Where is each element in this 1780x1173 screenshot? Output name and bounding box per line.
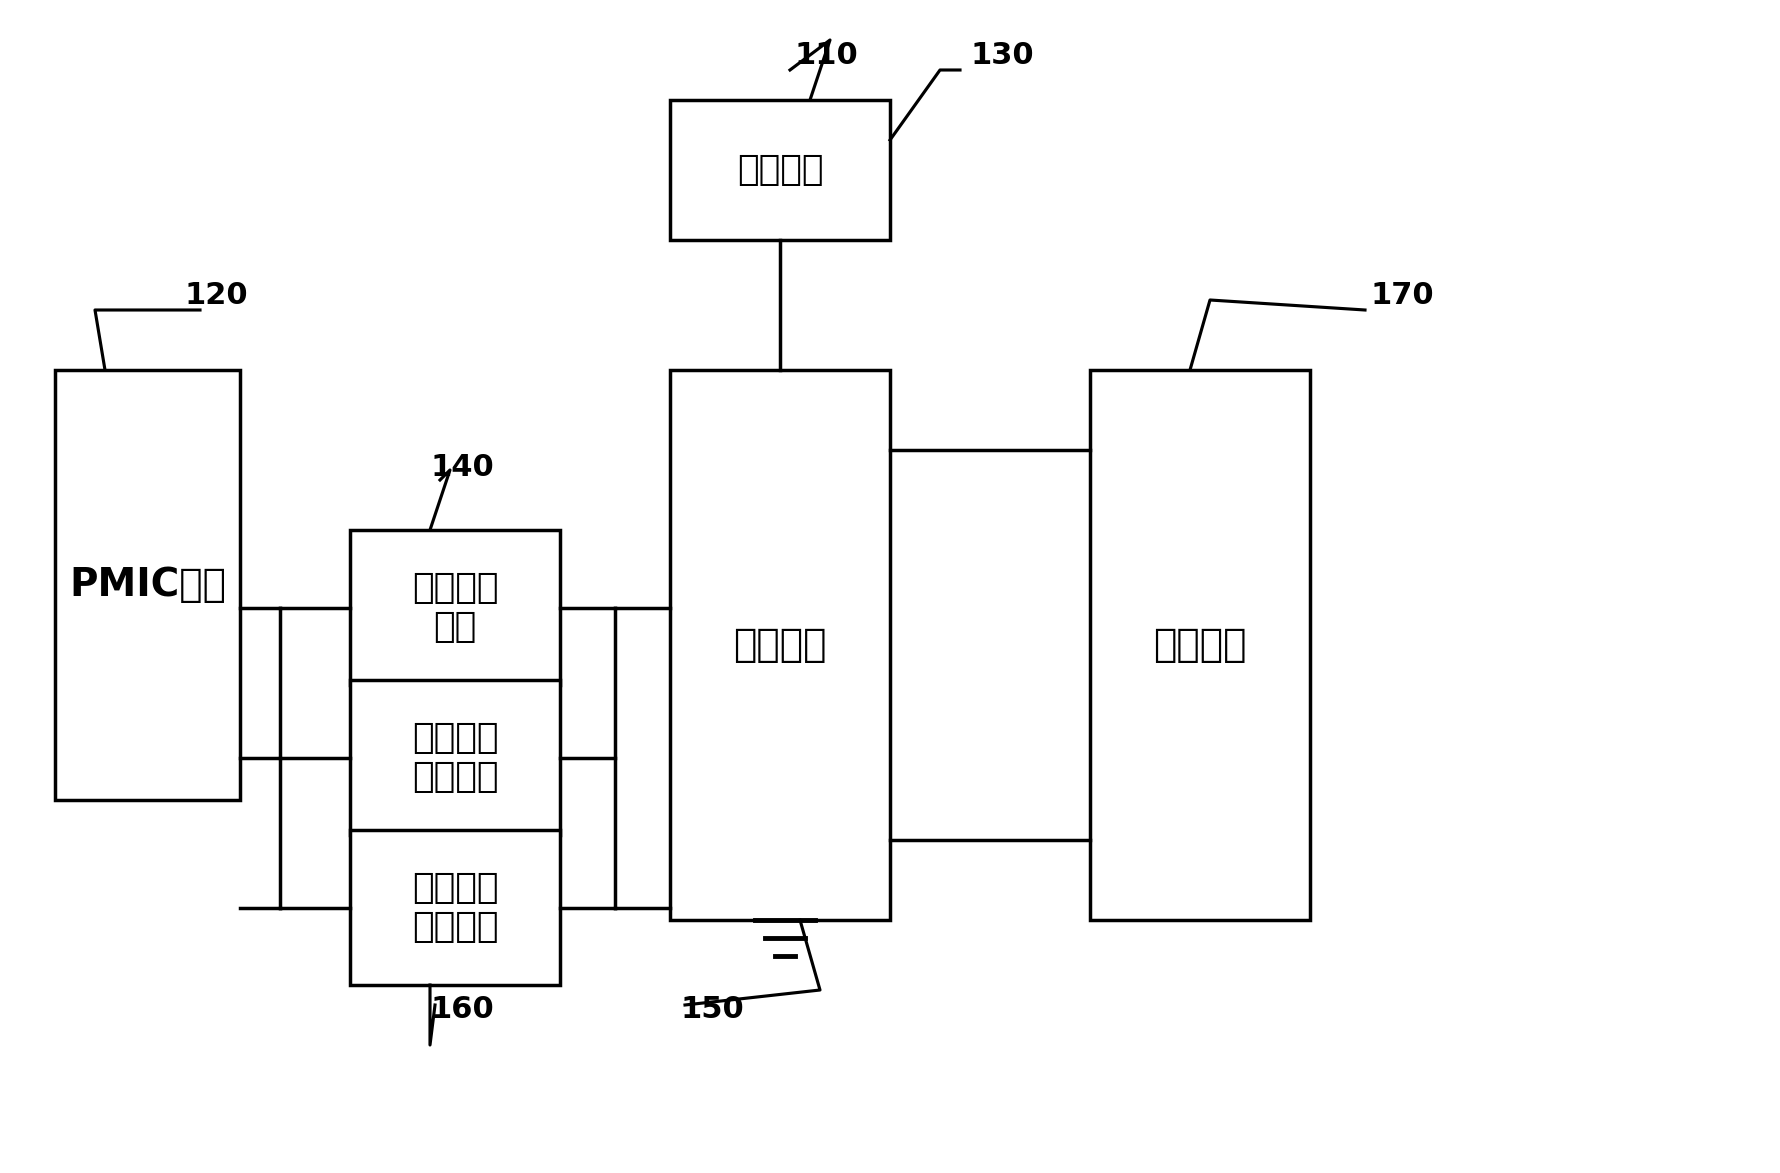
- Text: 充电端口: 充电端口: [737, 152, 822, 187]
- Text: 170: 170: [1371, 280, 1433, 310]
- Bar: [1089, 369, 1310, 920]
- Text: 第一电压
检测模块: 第一电压 检测模块: [411, 720, 498, 794]
- Bar: [351, 530, 561, 685]
- Text: 120: 120: [185, 280, 249, 310]
- Text: 130: 130: [970, 41, 1034, 69]
- Text: 160: 160: [431, 996, 493, 1024]
- Bar: [351, 680, 561, 835]
- Bar: [351, 830, 561, 985]
- Text: 第二电压
检测模块: 第二电压 检测模块: [411, 870, 498, 944]
- Bar: [669, 369, 890, 920]
- Bar: [669, 100, 890, 240]
- Text: 110: 110: [796, 41, 858, 69]
- Text: 140: 140: [431, 454, 493, 482]
- Text: PMIC模块: PMIC模块: [69, 567, 226, 604]
- Text: 电流检测
模块: 电流检测 模块: [411, 571, 498, 644]
- Bar: [55, 369, 240, 800]
- Text: 150: 150: [680, 996, 744, 1024]
- Text: 采样电路: 采样电路: [1153, 626, 1246, 664]
- Text: 充电电路: 充电电路: [733, 626, 826, 664]
